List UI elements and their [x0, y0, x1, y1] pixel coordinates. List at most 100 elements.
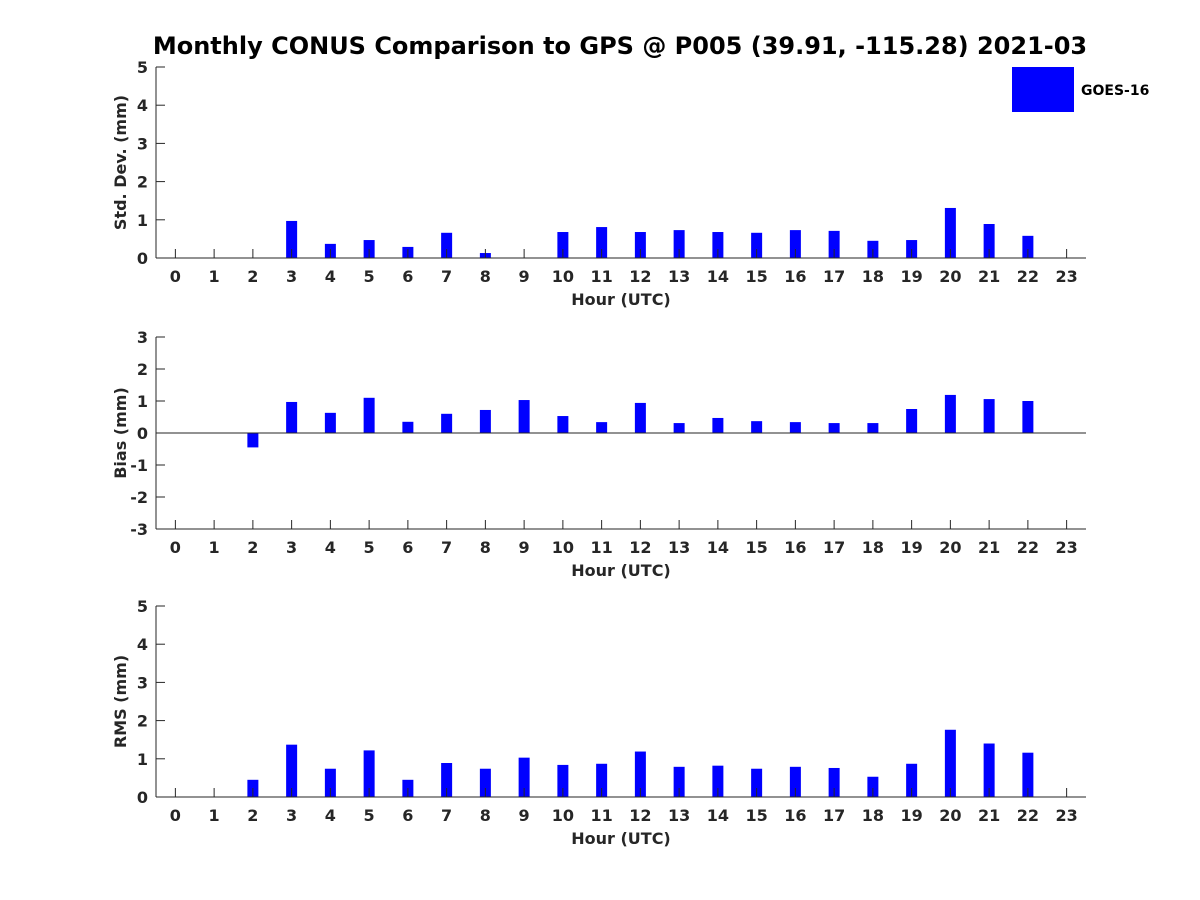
bar-hour-21 [983, 743, 995, 797]
x-tick-label: 17 [823, 806, 845, 825]
x-tick-label: 7 [441, 267, 452, 286]
y-tick-label: 0 [137, 424, 148, 443]
x-tick-label: 22 [1017, 806, 1039, 825]
bar-hour-22 [1022, 752, 1034, 797]
bar-hour-8 [479, 409, 491, 433]
y-tick-label: 4 [137, 635, 148, 654]
x-tick-label: 12 [629, 267, 651, 286]
x-tick-label: 22 [1017, 267, 1039, 286]
bar-hour-21 [983, 399, 995, 433]
bar-hour-12 [634, 402, 646, 433]
x-tick-label: 3 [286, 806, 297, 825]
x-tick-label: 14 [707, 538, 729, 557]
y-tick-label: 5 [137, 597, 148, 616]
y-tick-label: 3 [137, 134, 148, 153]
x-tick-label: 8 [480, 538, 491, 557]
x-tick-label: 20 [939, 267, 961, 286]
bar-hour-14 [712, 765, 724, 797]
y-tick-label: 0 [137, 249, 148, 268]
x-tick-label: 11 [590, 806, 612, 825]
bar-hour-2 [247, 433, 259, 448]
y-tick-label: 1 [137, 750, 148, 769]
x-tick-label: 5 [364, 267, 375, 286]
x-tick-label: 23 [1055, 538, 1077, 557]
x-tick-label: 4 [325, 806, 336, 825]
x-tick-label: 15 [745, 806, 767, 825]
subplot-rms: 0 1 2 3 4 5 6 7 8 9 10 11 12 13 14 15 16 17 18 19 20 21 22 2301… [111, 597, 1086, 848]
x-tick-label: 16 [784, 806, 806, 825]
x-tick-label: 21 [978, 806, 1000, 825]
x-tick-label: 9 [519, 538, 530, 557]
x-tick-label: 6 [402, 806, 413, 825]
x-tick-label: 13 [668, 806, 690, 825]
y-tick-label: -2 [130, 488, 148, 507]
x-tick-label: 18 [862, 267, 884, 286]
x-tick-label: 15 [745, 538, 767, 557]
bar-hour-15 [751, 768, 763, 797]
bar-hour-4 [324, 412, 336, 433]
x-tick-label: 0 [170, 538, 181, 557]
y-tick-label: 3 [137, 673, 148, 692]
bar-hour-21 [983, 224, 995, 258]
x-tick-label: 8 [480, 267, 491, 286]
x-tick-label: 9 [519, 267, 530, 286]
bar-hour-13 [673, 230, 685, 258]
y-tick-label: 1 [137, 392, 148, 411]
bar-hour-10 [557, 764, 569, 797]
bar-hour-7 [441, 232, 453, 258]
x-tick-label: 7 [441, 806, 452, 825]
y-tick-label: 3 [137, 328, 148, 347]
x-axis-label: Hour (UTC) [571, 561, 671, 580]
bar-hour-3 [286, 401, 298, 433]
x-axis-label: Hour (UTC) [571, 290, 671, 309]
y-axis-label: Bias (mm) [111, 387, 130, 479]
bar-hour-13 [673, 766, 685, 797]
x-tick-label: 11 [590, 267, 612, 286]
bar-hour-3 [286, 744, 298, 797]
y-axis-label: Std. Dev. (mm) [111, 95, 130, 230]
x-tick-label: 9 [519, 806, 530, 825]
x-tick-label: 10 [552, 538, 574, 557]
bar-hour-17 [828, 230, 840, 258]
x-tick-label: 4 [325, 267, 336, 286]
x-tick-label: 13 [668, 267, 690, 286]
x-tick-label: 2 [247, 538, 258, 557]
y-tick-label: 5 [137, 58, 148, 77]
bar-hour-19 [906, 409, 918, 433]
x-tick-label: 6 [402, 267, 413, 286]
x-tick-label: 21 [978, 267, 1000, 286]
x-tick-label: 22 [1017, 538, 1039, 557]
y-axis-label: RMS (mm) [111, 655, 130, 748]
x-tick-label: 16 [784, 267, 806, 286]
bar-hour-16 [789, 422, 801, 433]
x-tick-label: 20 [939, 538, 961, 557]
bar-hour-20 [944, 207, 956, 258]
bar-hour-4 [324, 768, 336, 797]
figure-title: Monthly CONUS Comparison to GPS @ P005 (… [153, 32, 1087, 60]
x-tick-label: 13 [668, 538, 690, 557]
x-tick-label: 10 [552, 806, 574, 825]
x-tick-label: 15 [745, 267, 767, 286]
bar-hour-7 [441, 763, 453, 797]
x-tick-label: 19 [900, 267, 922, 286]
x-tick-label: 2 [247, 806, 258, 825]
bar-hour-11 [596, 227, 608, 258]
x-tick-label: 0 [170, 806, 181, 825]
x-tick-label: 7 [441, 538, 452, 557]
bar-hour-10 [557, 232, 569, 258]
bar-hour-5 [363, 397, 375, 433]
legend-swatch [1012, 67, 1074, 112]
bar-hour-18 [867, 423, 879, 433]
y-tick-label: 1 [137, 211, 148, 230]
y-tick-label: 2 [137, 173, 148, 192]
x-tick-label: 1 [209, 267, 220, 286]
x-tick-label: 17 [823, 538, 845, 557]
bar-hour-11 [596, 763, 608, 797]
bar-hour-17 [828, 423, 840, 433]
x-tick-label: 2 [247, 267, 258, 286]
bar-hour-20 [944, 729, 956, 797]
bar-hour-5 [363, 750, 375, 797]
x-tick-label: 3 [286, 267, 297, 286]
x-tick-label: 0 [170, 267, 181, 286]
